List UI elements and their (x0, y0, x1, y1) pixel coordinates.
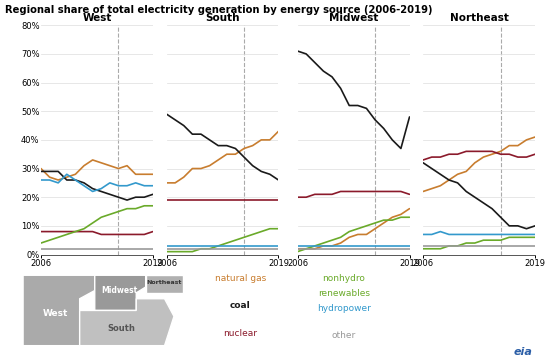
Text: other: other (332, 331, 356, 340)
Text: West: West (43, 309, 68, 318)
Text: hydropower: hydropower (317, 304, 371, 313)
Title: Midwest: Midwest (329, 13, 378, 23)
Polygon shape (23, 275, 95, 346)
Text: nuclear: nuclear (223, 329, 257, 338)
Title: South: South (205, 13, 240, 23)
Text: South: South (107, 323, 135, 332)
Text: Midwest: Midwest (101, 286, 138, 295)
Text: Northeast: Northeast (147, 280, 182, 285)
Polygon shape (95, 275, 146, 310)
Title: Northeast: Northeast (450, 13, 508, 23)
Text: coal: coal (230, 301, 251, 310)
Text: renewables: renewables (318, 289, 370, 298)
Text: natural gas: natural gas (215, 274, 266, 283)
Text: nonhydro: nonhydro (323, 274, 365, 283)
Text: eia: eia (513, 347, 532, 357)
Polygon shape (146, 275, 183, 293)
Polygon shape (80, 299, 174, 346)
Text: Regional share of total electricity generation by energy source (2006-2019): Regional share of total electricity gene… (5, 5, 433, 16)
Title: West: West (82, 13, 111, 23)
